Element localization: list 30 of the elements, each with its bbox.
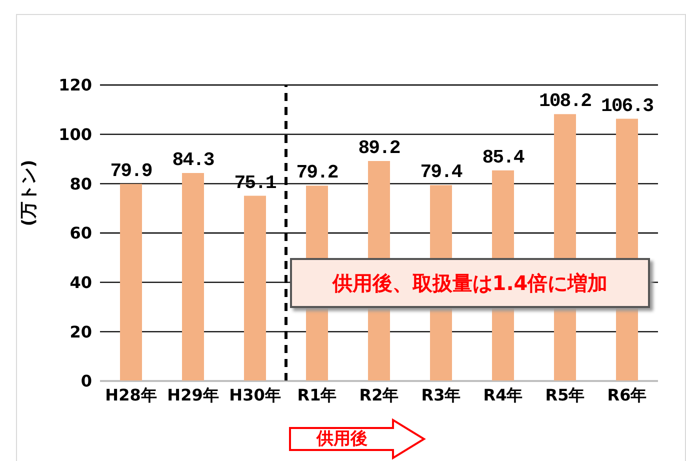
y-tick-label: 120 — [58, 76, 92, 95]
data-label: 79.9 — [110, 160, 152, 182]
data-label: 106.3 — [600, 94, 654, 117]
x-tick-label: H29年 — [167, 385, 219, 404]
x-tick-label: R3年 — [421, 385, 461, 404]
x-tick-label: R6年 — [607, 385, 647, 404]
data-label: 79.2 — [296, 162, 338, 184]
x-tick-label: R1年 — [297, 385, 337, 404]
y-tick-label: 20 — [70, 322, 92, 342]
y-tick-label: 40 — [70, 273, 92, 292]
y-tick-label: 0 — [80, 372, 92, 391]
data-label: 84.3 — [172, 149, 214, 172]
x-tick-label: R4年 — [483, 385, 523, 404]
y-tick-label: 60 — [70, 224, 92, 243]
x-tick-label: H28年 — [105, 385, 157, 404]
x-tick-label: R2年 — [359, 385, 399, 404]
data-label: 108.2 — [538, 90, 592, 112]
bar — [182, 173, 204, 381]
x-tick-label: H30年 — [229, 385, 281, 404]
data-label: 89.2 — [358, 136, 400, 159]
data-label: 79.4 — [420, 161, 462, 184]
x-tick-label: R5年 — [545, 385, 585, 404]
y-tick-label: 80 — [70, 174, 92, 194]
bar — [244, 196, 266, 381]
text: 供用後 — [315, 428, 368, 450]
y-axis-title: (万トン) — [19, 160, 40, 226]
data-label: 85.4 — [482, 146, 524, 168]
callout-box: 供用後、取扱量は1.4倍に増加 — [290, 258, 650, 308]
y-tick-label: 100 — [58, 125, 92, 144]
bar — [120, 184, 142, 381]
